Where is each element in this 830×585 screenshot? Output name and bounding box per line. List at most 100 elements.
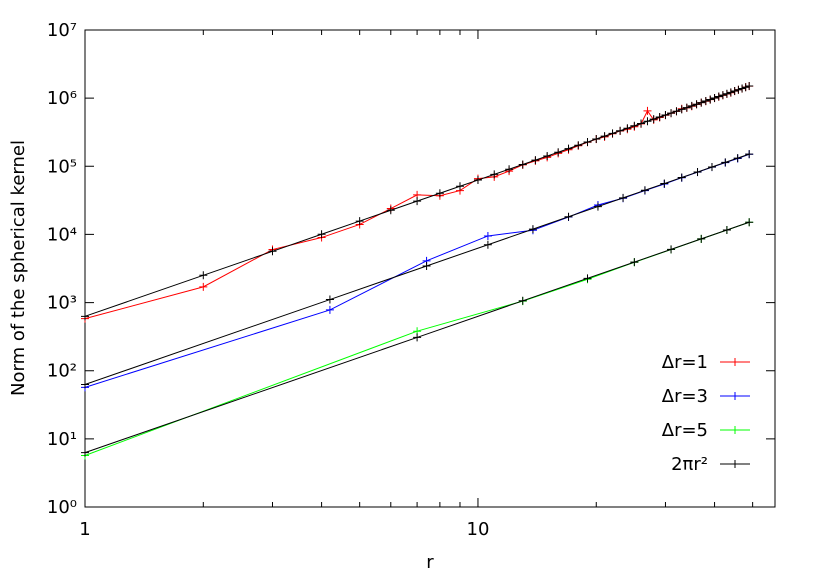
point-marker xyxy=(718,91,727,100)
point-marker xyxy=(707,163,716,172)
point-marker xyxy=(722,89,731,98)
point-marker xyxy=(710,93,719,102)
x-tick-label: 10 xyxy=(467,519,490,540)
point-marker xyxy=(726,88,735,97)
point-marker xyxy=(490,170,499,179)
point-marker xyxy=(518,160,527,169)
point-marker xyxy=(543,152,552,161)
point-marker xyxy=(745,218,754,227)
point-marker xyxy=(693,168,702,177)
point-marker xyxy=(600,132,609,141)
point-marker xyxy=(616,126,625,135)
point-marker xyxy=(677,173,686,182)
point-marker xyxy=(643,117,652,126)
plot-frame xyxy=(84,29,776,508)
point-marker xyxy=(199,282,208,291)
point-marker xyxy=(268,247,277,256)
point-marker xyxy=(483,240,492,249)
point-marker xyxy=(697,234,706,243)
point-marker xyxy=(661,111,670,120)
point-marker xyxy=(564,144,573,153)
point-marker xyxy=(667,109,676,118)
point-marker xyxy=(608,129,617,138)
legend-line xyxy=(720,358,750,366)
point-marker xyxy=(317,230,326,239)
point-marker xyxy=(413,197,422,206)
point-marker xyxy=(741,83,750,92)
series-line xyxy=(84,153,750,388)
point-marker xyxy=(623,124,632,133)
x-tick-label: 1 xyxy=(79,519,90,540)
point-marker xyxy=(531,156,540,165)
y-tick-label: 10⁴ xyxy=(47,224,77,245)
y-axis-label: Norm of the spherical kernel xyxy=(8,140,29,396)
x-axis-label: r xyxy=(426,552,434,573)
point-marker xyxy=(593,202,602,211)
y-tick-label: 10³ xyxy=(47,293,77,314)
point-marker xyxy=(687,101,696,110)
y-tick-label: 10⁶ xyxy=(47,88,77,109)
point-marker xyxy=(583,274,592,283)
point-marker xyxy=(630,121,639,130)
legend-label: Δr=1 xyxy=(662,352,708,373)
point-marker xyxy=(660,179,669,188)
point-marker xyxy=(697,98,706,107)
point-marker xyxy=(325,305,334,314)
legend-line xyxy=(720,392,750,400)
point-marker xyxy=(435,189,444,198)
point-marker xyxy=(81,312,89,321)
point-marker xyxy=(325,295,334,304)
point-marker xyxy=(386,206,395,215)
point-marker xyxy=(730,87,739,96)
point-marker xyxy=(734,85,743,94)
point-marker xyxy=(413,333,422,342)
point-marker xyxy=(473,176,482,185)
point-marker xyxy=(701,97,710,106)
point-marker xyxy=(721,158,730,167)
legend-line xyxy=(720,460,750,468)
point-marker xyxy=(672,107,681,116)
point-marker xyxy=(637,119,646,128)
series-line xyxy=(84,85,750,454)
point-marker xyxy=(505,165,514,174)
point-marker xyxy=(554,148,563,157)
point-marker xyxy=(706,95,715,104)
point-marker xyxy=(643,106,652,115)
point-marker xyxy=(667,245,676,254)
point-marker xyxy=(574,141,583,150)
point-marker xyxy=(81,448,89,457)
point-marker xyxy=(483,231,492,240)
point-marker xyxy=(518,296,527,305)
point-marker xyxy=(528,225,537,234)
point-marker xyxy=(564,212,573,221)
point-marker xyxy=(692,100,701,109)
point-marker xyxy=(630,258,639,267)
point-marker xyxy=(355,217,364,226)
y-tick-label: 10² xyxy=(47,361,77,382)
point-marker xyxy=(619,193,628,202)
point-marker xyxy=(422,262,431,270)
y-tick-label: 10⁷ xyxy=(47,20,77,41)
point-marker xyxy=(677,105,686,114)
y-tick-label: 10⁵ xyxy=(47,156,77,177)
point-marker xyxy=(640,186,649,195)
point-marker xyxy=(649,115,658,124)
point-marker xyxy=(592,135,601,144)
point-marker xyxy=(714,92,723,101)
point-marker xyxy=(745,81,754,90)
legend-label: 2πr² xyxy=(671,454,708,475)
legend-line xyxy=(720,426,750,434)
point-marker xyxy=(745,150,754,159)
legend-label: Δr=5 xyxy=(662,420,708,441)
point-marker xyxy=(722,225,731,234)
point-marker xyxy=(733,154,742,163)
y-tick-label: 10⁰ xyxy=(47,497,77,518)
point-marker xyxy=(455,182,464,191)
legend-label: Δr=3 xyxy=(662,386,708,407)
point-marker xyxy=(81,380,89,389)
point-marker xyxy=(583,138,592,147)
point-marker xyxy=(655,113,664,122)
point-marker xyxy=(682,103,691,112)
point-marker xyxy=(738,84,747,93)
